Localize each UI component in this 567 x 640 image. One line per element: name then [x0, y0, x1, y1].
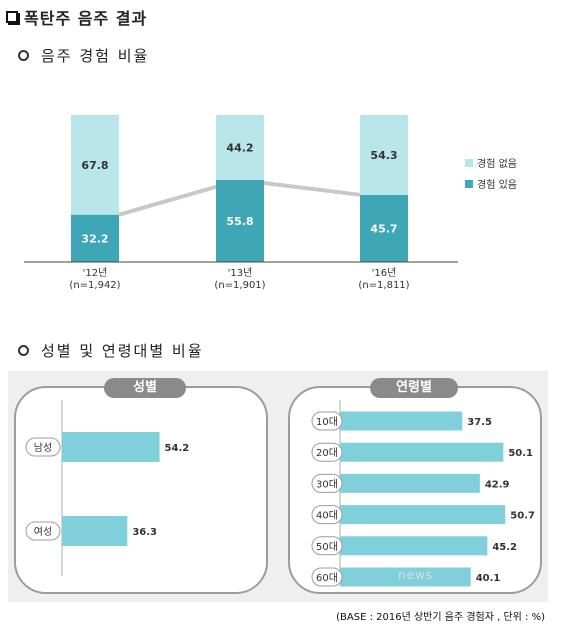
data-label-no: 54.3	[370, 149, 397, 162]
legend-swatch	[465, 159, 473, 167]
x-tick-label: '16년	[372, 267, 397, 279]
hbar-0	[62, 432, 160, 462]
section-title-text: 성별 및 연령대별 비율	[41, 342, 204, 360]
value-label: 42.9	[485, 479, 510, 490]
value-label: 50.1	[508, 448, 533, 459]
legend-swatch	[465, 180, 473, 188]
category-label: 여성	[34, 526, 52, 538]
value-label: 45.2	[492, 542, 517, 553]
legend-label: 경험 없음	[477, 157, 517, 170]
category-tag	[311, 442, 343, 462]
hbar-5	[340, 567, 471, 587]
category-tag	[311, 473, 343, 493]
value-label: 40.1	[476, 573, 501, 584]
category-tag	[25, 521, 61, 541]
legend-label: 경험 있음	[477, 178, 517, 191]
x-tick-sublabel: (n=1,942)	[69, 280, 120, 291]
bar-yes-0	[71, 214, 119, 262]
x-tick-label: '12년	[83, 267, 108, 279]
category-label: 60대	[316, 572, 338, 584]
value-label: 50.7	[510, 511, 535, 522]
category-label: 40대	[316, 510, 338, 522]
bar-yes-1	[216, 179, 264, 262]
category-label: 50대	[316, 541, 338, 553]
page-title: 폭탄주 음주 결과	[24, 9, 148, 28]
x-tick-label: '13년	[228, 267, 253, 279]
data-label-yes: 32.2	[81, 232, 108, 245]
base-note: (BASE : 2016년 상반기 음주 경험자 , 단위 : %)	[336, 612, 545, 623]
hbar-4	[340, 536, 488, 556]
category-tag	[311, 536, 343, 556]
x-tick-sublabel: (n=1,811)	[358, 280, 409, 291]
hbar-0	[340, 411, 463, 431]
value-label: 36.3	[132, 527, 157, 538]
section-title-experience: 음주 경험 비율	[18, 45, 149, 66]
page-title-row: 폭탄주 음주 결과	[6, 6, 147, 28]
value-label: 37.5	[467, 417, 492, 428]
age-bar-chart: 10대 37.5 20대 50.1 30대 42.9 40대 50.7 50대 45.2 60대 40…	[311, 400, 535, 587]
category-label: 30대	[316, 478, 338, 490]
category-tag	[311, 567, 343, 587]
circle-bullet-icon	[18, 50, 29, 61]
checkbox-icon	[6, 11, 18, 23]
data-label-yes: 45.7	[370, 222, 397, 235]
hbar-2	[340, 473, 480, 493]
value-label: 54.2	[165, 443, 190, 454]
watermark: news	[398, 568, 434, 582]
gender-panel-title: 성별	[104, 378, 186, 398]
category-tag	[311, 411, 343, 431]
hbar-3	[340, 505, 506, 525]
bar-no-0	[71, 115, 119, 215]
hbar-1	[62, 516, 128, 546]
section-title-text: 음주 경험 비율	[41, 47, 150, 65]
data-label-no: 44.2	[226, 141, 253, 154]
category-label: 20대	[316, 447, 338, 459]
gender-bar-chart: 남성 54.2 여성 36.3	[25, 400, 190, 576]
category-tag	[311, 505, 343, 525]
experience-stacked-bar-chart: 32.2 67.8 '12년(n=1,942) 55.8 44.2 '13년(n=1,90…	[24, 115, 517, 291]
category-label: 남성	[34, 442, 52, 454]
data-label-no: 67.8	[81, 159, 108, 172]
bar-no-1	[216, 115, 264, 180]
category-label: 10대	[316, 416, 338, 428]
category-tag	[25, 437, 61, 457]
section-title-gender-age: 성별 및 연령대별 비율	[18, 340, 204, 361]
data-label-yes: 55.8	[226, 215, 253, 228]
circle-bullet-icon	[18, 345, 29, 356]
bar-no-2	[360, 115, 408, 195]
age-panel-title: 연령별	[370, 378, 458, 398]
hbar-1	[340, 442, 504, 462]
x-tick-sublabel: (n=1,901)	[214, 280, 265, 291]
bar-yes-2	[360, 194, 408, 262]
